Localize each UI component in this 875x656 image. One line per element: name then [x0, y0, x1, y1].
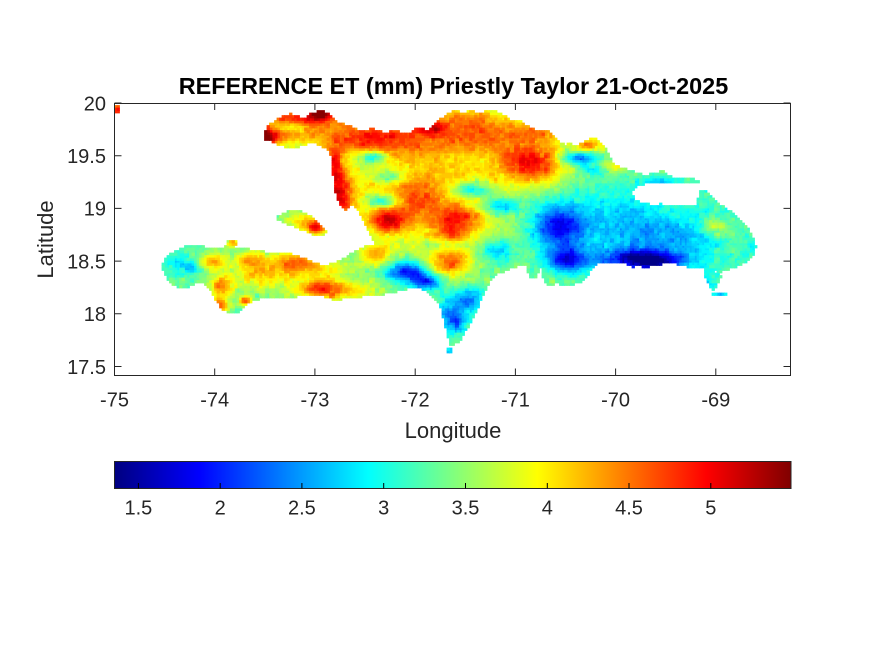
svg-text:3: 3 — [378, 498, 389, 520]
svg-text:-71: -71 — [501, 390, 530, 412]
svg-text:20: 20 — [84, 93, 106, 115]
svg-text:3.5: 3.5 — [452, 498, 480, 520]
svg-text:2.5: 2.5 — [288, 498, 316, 520]
svg-text:19.5: 19.5 — [67, 146, 106, 168]
svg-text:-73: -73 — [300, 390, 329, 412]
svg-text:Longitude: Longitude — [405, 418, 502, 443]
svg-text:-70: -70 — [601, 390, 630, 412]
svg-text:19: 19 — [84, 199, 106, 221]
svg-text:5: 5 — [705, 498, 716, 520]
svg-text:4.5: 4.5 — [615, 498, 643, 520]
svg-text:REFERENCE ET (mm) Priestly Tay: REFERENCE ET (mm) Priestly Taylor 21-Oct… — [179, 73, 728, 99]
svg-text:-74: -74 — [200, 390, 229, 412]
svg-text:-72: -72 — [401, 390, 430, 412]
svg-text:-69: -69 — [701, 390, 730, 412]
svg-text:17.5: 17.5 — [67, 357, 106, 379]
svg-text:1.5: 1.5 — [124, 498, 152, 520]
svg-text:4: 4 — [542, 498, 553, 520]
svg-text:2: 2 — [215, 498, 226, 520]
svg-text:18: 18 — [84, 304, 106, 326]
svg-text:-75: -75 — [100, 390, 129, 412]
svg-text:Latitude: Latitude — [33, 200, 58, 278]
svg-text:18.5: 18.5 — [67, 251, 106, 273]
